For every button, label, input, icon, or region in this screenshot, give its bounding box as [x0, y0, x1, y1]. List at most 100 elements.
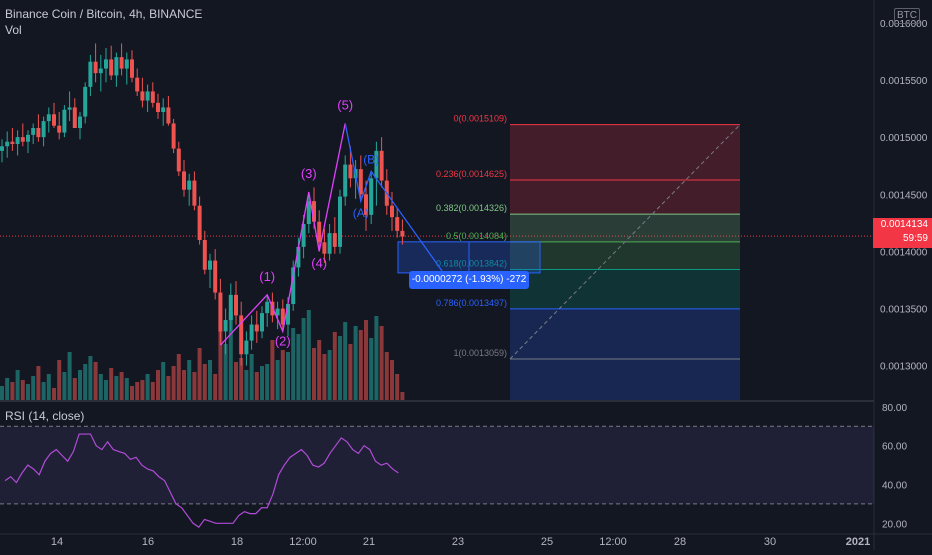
volume-bar: [88, 356, 93, 400]
candle-body: [135, 77, 140, 92]
candle-body: [244, 340, 249, 355]
price-tick-label: 0.0015000: [880, 133, 928, 144]
candle-body: [171, 123, 176, 149]
candle-body: [234, 294, 238, 316]
volume-bar: [364, 320, 368, 400]
volume-bar: [322, 354, 327, 400]
volume-bar: [275, 360, 280, 400]
candle-body: [140, 91, 145, 101]
volume-bar: [36, 366, 41, 400]
candle-body: [379, 150, 384, 181]
fib-trend-line: [509, 124, 741, 360]
candle-body: [41, 121, 46, 138]
volume-bar: [369, 338, 374, 400]
candle-body: [317, 221, 322, 243]
volume-bar: [223, 344, 228, 400]
rsi-indicator-label[interactable]: RSI (14, close): [5, 409, 85, 423]
candle-body: [332, 233, 337, 247]
time-tick-label: 12:00: [599, 536, 627, 548]
candle-body: [88, 61, 93, 87]
time-tick-label: 14: [51, 536, 63, 548]
candle-body: [223, 320, 228, 332]
wave-label: (1): [259, 269, 275, 284]
currency-badge: BTC: [894, 8, 920, 24]
volume-bar: [176, 354, 181, 400]
candle-body: [291, 267, 296, 304]
candle-body: [130, 59, 134, 78]
volume-bar: [260, 366, 264, 400]
candle-body: [67, 107, 72, 110]
volume-bar: [0, 386, 4, 400]
candle-body: [249, 324, 254, 341]
candle-body: [301, 224, 306, 247]
volume-bar: [109, 368, 114, 400]
volume-bar: [114, 376, 119, 400]
volume-bar: [78, 370, 82, 400]
wave-label: (A): [353, 206, 369, 220]
wave-label: (2): [275, 333, 291, 348]
volume-bar: [41, 382, 46, 400]
volume-bar: [244, 370, 249, 400]
candle-body: [10, 141, 15, 144]
candle-body: [197, 205, 202, 240]
candle-body: [322, 242, 327, 254]
volume-bar: [150, 382, 155, 400]
volume-bar: [395, 374, 400, 400]
candle-body: [390, 205, 394, 218]
fib-level-label: 0(0.0015109): [453, 114, 507, 124]
volume-bar: [213, 374, 218, 400]
candle-body: [0, 146, 4, 151]
volume-bar: [390, 360, 394, 400]
volume-bar: [358, 330, 363, 400]
volume-bar: [98, 374, 103, 400]
candle-body: [26, 134, 30, 142]
volume-bar: [317, 340, 322, 400]
wave-label: (4): [311, 255, 327, 270]
volume-bar: [301, 318, 306, 400]
price-tick-label: 0.0015500: [880, 76, 928, 87]
current-price-label: 0.0014134 59:59: [873, 218, 932, 248]
candle-body: [150, 91, 155, 103]
time-tick-label: 23: [452, 536, 464, 548]
candle-body: [228, 294, 233, 320]
volume-bar: [343, 322, 348, 400]
fib-level-label: 1(0.0013059): [453, 348, 507, 358]
candle-body: [369, 178, 374, 215]
candle-body: [260, 313, 264, 332]
volume-bar: [156, 370, 160, 400]
volume-bar: [197, 348, 202, 400]
price-tick-label: 0.0014500: [880, 190, 928, 201]
volume-bars: [0, 310, 405, 400]
candle-body: [114, 57, 119, 76]
candle-body: [239, 315, 244, 355]
candle-body: [104, 59, 108, 69]
volume-bar: [67, 352, 72, 400]
volume-bar: [280, 350, 285, 400]
price-range-measure-label[interactable]: -0.0000272 (-1.93%) -272: [409, 271, 529, 289]
candle-body: [280, 308, 285, 325]
impulse-wave-path: [219, 123, 346, 346]
volume-bar: [20, 380, 25, 400]
candle-body: [20, 137, 25, 142]
fib-zone: [510, 124, 740, 180]
volume-bar: [249, 354, 254, 400]
fib-extension-zone: [510, 358, 740, 400]
candle-body: [254, 324, 259, 332]
candle-body: [62, 109, 67, 133]
volume-bar: [202, 364, 207, 400]
volume-bar: [228, 312, 233, 400]
candle-body: [358, 169, 363, 195]
candle-body: [36, 128, 41, 138]
volume-bar: [353, 326, 358, 400]
volume-indicator-label[interactable]: Vol: [5, 23, 22, 37]
volume-bar: [83, 364, 88, 400]
candle-body: [109, 59, 114, 76]
symbol-title[interactable]: Binance Coin / Bitcoin, 4h, BINANCE: [5, 7, 203, 21]
fibonacci-retracement: 0(0.0015109) 0.236(0.0014625) 0.382(0.0014…: [397, 114, 741, 400]
rsi-panel: [0, 425, 874, 529]
candle-body: [145, 91, 150, 101]
price-tick-label: 0.0013500: [880, 305, 928, 316]
candle-body: [338, 196, 342, 247]
